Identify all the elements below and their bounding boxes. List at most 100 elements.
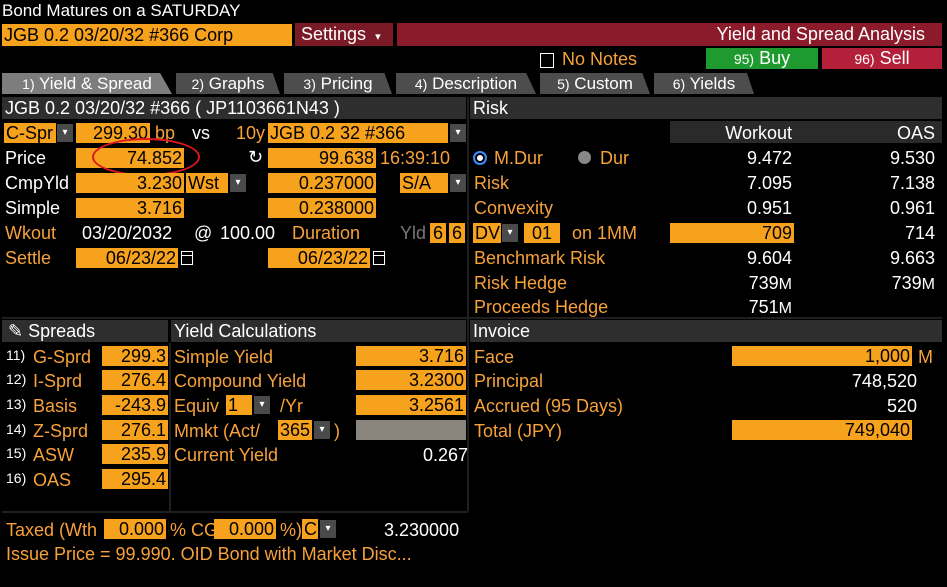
chevron-down-icon[interactable]: ▾	[502, 224, 518, 242]
invoice-header-bar: Invoice	[470, 320, 942, 342]
equiv-freq-select[interactable]: 1	[226, 395, 252, 415]
bench-time: 16:39:10	[380, 148, 451, 168]
tab-label: Graphs	[208, 74, 265, 93]
spread-value: 235.9	[102, 444, 168, 464]
total-value: 749,040	[732, 420, 912, 440]
tab-pricing[interactable]: 3) Pricing	[284, 73, 392, 94]
cmpyld-label: CmpYld	[5, 173, 70, 193]
settings-menu[interactable]: Settings ▾	[295, 23, 393, 46]
divider-vertical	[169, 343, 171, 511]
current-yield-label: Current Yield	[174, 445, 279, 465]
wth-input[interactable]: 0.000	[104, 519, 166, 539]
convexity-label: Convexity	[474, 198, 554, 218]
mdur-workout: 9.472	[746, 148, 792, 168]
yld-b[interactable]: 6	[449, 223, 465, 243]
proceeds-hedge-label: Proceeds Hedge	[474, 297, 609, 317]
yld-a[interactable]: 6	[430, 223, 446, 243]
tab-num: 6)	[672, 76, 686, 92]
tab-label: Description	[432, 74, 518, 93]
bench-simple[interactable]: 0.238000	[268, 198, 376, 218]
dv-input[interactable]: 01	[524, 223, 560, 243]
chevron-down-icon[interactable]: ▾	[450, 174, 466, 192]
bond-header: JGB 0.2 03/20/32 #366 ( JP1103661N43 )	[5, 98, 340, 118]
buy-button[interactable]: 95) Buy	[706, 48, 818, 69]
tab-label: Custom	[574, 74, 633, 93]
wkout-price: 100.00	[220, 223, 276, 243]
spread-num: 15)	[6, 445, 27, 461]
tab-yield-spread[interactable]: 1) Yield & Spread	[2, 73, 172, 94]
chevron-down-icon[interactable]: ▾	[450, 124, 466, 142]
calendar-icon[interactable]	[373, 251, 385, 265]
face-input[interactable]: 1,000	[732, 346, 912, 366]
tab-label: Pricing	[320, 74, 373, 93]
risk-hedge-label: Risk Hedge	[474, 273, 568, 293]
c-select[interactable]: C	[302, 519, 318, 539]
spread-type-select[interactable]: C-Spr	[4, 123, 56, 143]
wkout-date: 03/20/2032	[82, 223, 173, 243]
dur-radio[interactable]	[578, 151, 591, 164]
calendar-icon[interactable]	[181, 251, 193, 265]
sell-num: 96)	[854, 51, 875, 67]
spread-num: 12)	[6, 371, 27, 387]
spread-label: Z-Sprd	[33, 421, 89, 441]
simple-input[interactable]: 3.716	[76, 198, 184, 218]
mmkt-days-select[interactable]: 365	[278, 420, 312, 440]
bench-settle-input[interactable]: 06/23/22	[268, 248, 370, 268]
compound-yield-label: Compound Yield	[174, 371, 307, 391]
accrued-label: Accrued (95 Days)	[474, 396, 624, 416]
unit-m: M	[778, 276, 792, 293]
unit-m: M	[778, 300, 792, 317]
spread-unit: bp	[155, 123, 176, 143]
chevron-down-icon[interactable]: ▾	[254, 396, 270, 414]
sa-select[interactable]: S/A	[400, 173, 448, 193]
yld-label: Yld	[400, 223, 427, 243]
simple-yield-value: 3.716	[356, 346, 466, 366]
spread-label: I-Sprd	[33, 371, 83, 391]
spread-value: 276.4	[102, 370, 168, 390]
refresh-icon[interactable]: ↻	[248, 147, 264, 167]
notes-button[interactable]: No Notes	[540, 49, 637, 69]
principal-label: Principal	[474, 371, 544, 391]
dv-select[interactable]: DV	[473, 223, 501, 243]
mdur-radio[interactable]	[473, 151, 487, 165]
tab-yields[interactable]: 6) Yields	[654, 73, 754, 94]
buy-label: Buy	[759, 48, 791, 68]
bench-price[interactable]: 99.638	[268, 148, 376, 168]
benchmark-select[interactable]: JGB 0.2 32 #366	[268, 123, 448, 143]
risk-colhead-bar	[670, 121, 942, 143]
cmpyld-input[interactable]: 3.230	[76, 173, 184, 193]
sell-button[interactable]: 96) Sell	[822, 48, 942, 69]
security-input[interactable]: JGB 0.2 03/20/32 #366 Corp	[2, 24, 292, 46]
vs-label: vs	[192, 123, 210, 143]
spread-value: 295.4	[102, 469, 168, 489]
convexity-workout: 0.951	[746, 198, 792, 218]
dur-label: Dur	[600, 148, 630, 168]
cg-input[interactable]: 0.000	[214, 519, 276, 539]
function-title: Yield and Spread Analysis	[716, 24, 925, 44]
tab-num: 2)	[191, 76, 204, 92]
chevron-down-icon[interactable]: ▾	[57, 124, 73, 142]
mmkt-label: Mmkt (Act/	[174, 421, 260, 441]
chevron-down-icon[interactable]: ▾	[320, 520, 336, 538]
settings-label: Settings	[301, 24, 367, 44]
tab-graphs[interactable]: 2) Graphs	[176, 73, 280, 94]
chevron-down-icon[interactable]: ▾	[230, 174, 246, 192]
settle-date-input[interactable]: 06/23/22	[76, 248, 178, 268]
risk-label: Risk	[474, 173, 509, 193]
risk-header: Risk	[473, 98, 508, 118]
bench-cmpyld[interactable]: 0.237000	[268, 173, 376, 193]
tab-custom[interactable]: 5) Custom	[540, 73, 650, 94]
chevron-down-icon: ▾	[375, 31, 381, 43]
spread-label: OAS	[33, 470, 72, 490]
chevron-down-icon[interactable]: ▾	[314, 421, 330, 439]
window-title: Bond Matures on a SATURDAY	[2, 1, 241, 20]
equiv-yield-value: 3.2561	[356, 395, 466, 415]
wst-select[interactable]: Wst	[186, 173, 228, 193]
risk-oas: 7.138	[889, 173, 935, 193]
tab-description[interactable]: 4) Description	[396, 73, 536, 94]
mmkt-close: )	[334, 421, 340, 441]
price-label: Price	[5, 148, 47, 168]
pencil-icon[interactable]: ✎	[8, 321, 24, 341]
spread-num: 16)	[6, 470, 27, 486]
tab-label: Yield & Spread	[39, 74, 152, 93]
